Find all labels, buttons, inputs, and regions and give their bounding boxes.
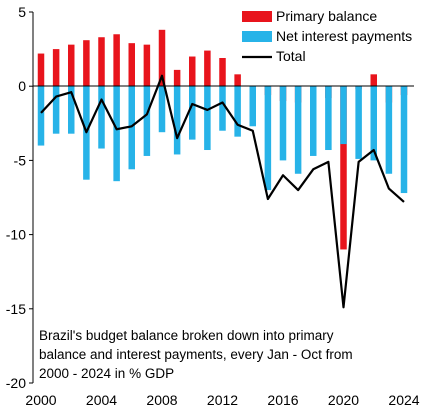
bar-net-interest-payments-2002	[68, 86, 75, 134]
bar-primary-balance-2010	[189, 56, 196, 87]
y-tick-label: -20	[6, 375, 26, 391]
bar-net-interest-payments-2016	[279, 86, 287, 161]
caption-line-1: Brazil's budget balance broken down into…	[39, 328, 334, 343]
legend-label-net-interest-payments: Net interest payments	[276, 28, 412, 44]
y-tick-label: 5	[18, 4, 26, 20]
bar-net-interest-payments-2013	[234, 86, 241, 137]
bar-net-interest-payments-2020	[340, 86, 347, 145]
bar-primary-balance-2002	[68, 44, 75, 87]
x-tick-label: 2012	[207, 392, 238, 408]
bar-primary-balance-2004	[98, 37, 105, 87]
bar-net-interest-payments-2018	[310, 86, 317, 156]
bar-net-interest-payments-2022	[370, 86, 377, 161]
legend-label-primary-balance: Primary balance	[276, 8, 377, 24]
bar-primary-balance-2000	[37, 53, 45, 87]
y-tick-label: -10	[6, 227, 26, 243]
x-tick-label: 2020	[328, 392, 359, 408]
bar-net-interest-payments-2019	[325, 86, 332, 151]
bar-net-interest-payments-2007	[143, 86, 151, 156]
bar-net-interest-payments-2023	[385, 86, 393, 174]
bar-net-interest-payments-2010	[189, 86, 196, 140]
y-ticks: 5 0 -5 -10 -15 -20	[6, 4, 33, 391]
total-series-line	[40, 74, 405, 309]
x-tick-label: 2000	[25, 392, 56, 408]
bar-net-interest-payments-2000	[37, 86, 45, 146]
y-tick-label: 0	[18, 78, 26, 94]
bar-net-interest-payments-2012	[219, 86, 226, 131]
x-tick-label: 2024	[388, 392, 419, 408]
bar-primary-balance-2005	[113, 34, 120, 87]
bar-primary-balance-2022	[370, 74, 377, 87]
x-tick-label: 2016	[267, 392, 298, 408]
legend: Primary balance Net interest payments To…	[242, 8, 412, 64]
bar-primary-balance-2008	[158, 29, 166, 87]
x-ticks: 2000 2004 2008 2012 2016 2020 2024	[25, 392, 419, 408]
bar-net-interest-payments-2009	[173, 86, 181, 155]
bar-primary-balance-2006	[128, 43, 135, 87]
bar-net-interest-payments-2024	[400, 86, 408, 194]
bar-primary-balance-2011	[204, 50, 211, 87]
bar-primary-balance-2020	[340, 86, 347, 250]
legend-label-total: Total	[276, 48, 306, 64]
bar-primary-balance-2007	[143, 44, 151, 87]
bar-net-interest-payments-2021	[355, 86, 362, 159]
bar-primary-balance-2012	[219, 58, 226, 87]
caption-background	[37, 323, 382, 381]
chart-caption: Brazil's budget balance broken down into…	[37, 323, 382, 381]
caption-line-3: 2000 - 2024 in % GDP	[39, 366, 174, 381]
x-tick-label: 2004	[86, 392, 117, 408]
bar-net-interest-payments-2001	[52, 86, 60, 134]
bar-net-interest-payments-2015	[264, 86, 272, 191]
bar-primary-balance-2001	[52, 49, 60, 87]
y-tick-label: -5	[14, 152, 27, 168]
bar-net-interest-payments-2014	[249, 86, 256, 127]
legend-swatch-primary-balance	[242, 11, 272, 22]
x-tick-label: 2008	[146, 392, 177, 408]
bar-net-interest-payments-2008	[158, 86, 166, 133]
y-tick-label: -15	[6, 301, 26, 317]
legend-swatch-net-interest-payments	[242, 31, 272, 42]
bar-primary-balance-2013	[234, 74, 241, 87]
bars-layer	[37, 29, 408, 250]
bar-net-interest-payments-2017	[294, 86, 302, 174]
bar-net-interest-payments-2011	[204, 86, 211, 151]
caption-line-2: balance and interest payments, every Jan…	[39, 347, 353, 362]
bar-net-interest-payments-2004	[98, 86, 105, 149]
bar-net-interest-payments-2006	[128, 86, 135, 170]
bar-primary-balance-2003	[83, 40, 90, 87]
bar-primary-balance-2009	[173, 69, 181, 87]
bar-net-interest-payments-2005	[113, 86, 120, 182]
